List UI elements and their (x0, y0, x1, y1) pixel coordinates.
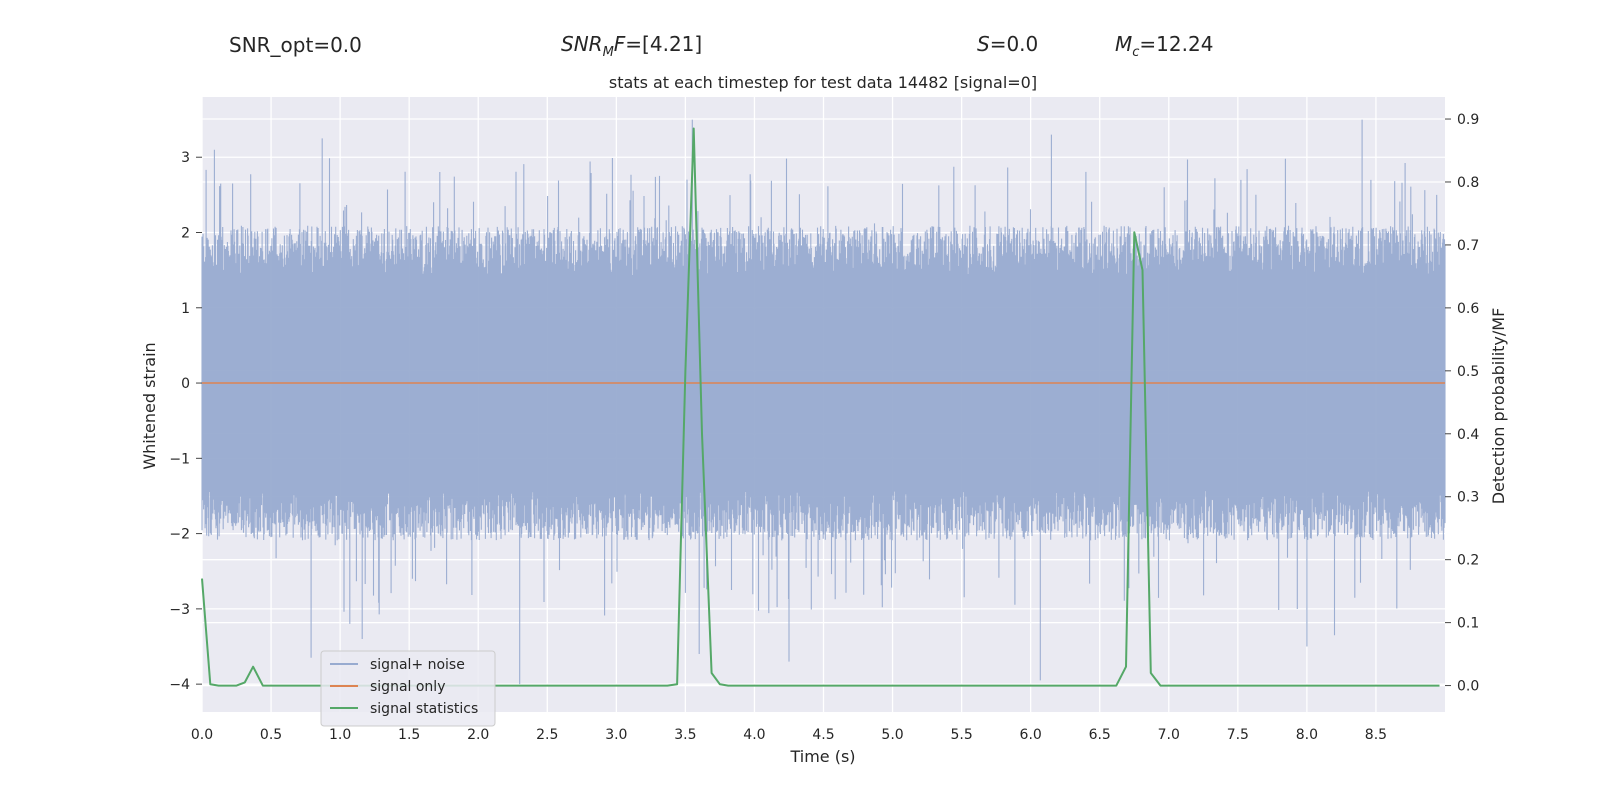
annotation-s: S=0.0 (977, 32, 1038, 56)
y-tick-label-left: 3 (181, 150, 190, 166)
x-tick-label: 1.5 (398, 727, 420, 743)
legend-label-stats: signal statistics (370, 701, 478, 717)
x-tick-label: 4.0 (743, 727, 765, 743)
y-tick-label-left: 1 (181, 301, 190, 317)
x-tick-label: 8.0 (1296, 727, 1318, 743)
y-tick-label-right: 0.2 (1457, 553, 1479, 569)
legend-label-noise: signal+ noise (370, 657, 465, 673)
y-tick-label-left: −1 (169, 451, 190, 467)
chart-title: stats at each timestep for test data 144… (609, 73, 1037, 92)
x-tick-label: 3.5 (674, 727, 696, 743)
x-tick-label: 7.5 (1227, 727, 1249, 743)
x-tick-label: 8.5 (1365, 727, 1387, 743)
snr-mf-sub: M (603, 45, 614, 60)
x-tick-label: 2.5 (536, 727, 558, 743)
y-tick-label-left: −2 (169, 527, 190, 543)
y-tick-label-left: 0 (181, 376, 190, 392)
y-tick-label-right: 0.4 (1457, 427, 1479, 443)
legend: signal+ noise signal only signal statist… (320, 650, 496, 727)
y-tick-label-right: 0.5 (1457, 364, 1479, 380)
s-rest: =0.0 (990, 32, 1039, 56)
x-tick-label: 2.0 (467, 727, 489, 743)
x-axis-label: Time (s) (789, 747, 855, 766)
y-tick-label-right: 0.8 (1457, 175, 1479, 191)
x-tick-label: 0.5 (260, 727, 282, 743)
mc-base: M (1115, 32, 1132, 56)
y-tick-label-right: 0.3 (1457, 490, 1479, 506)
s-var: S (977, 32, 990, 56)
x-tick-label: 5.0 (881, 727, 903, 743)
x-tick-label: 3.0 (605, 727, 627, 743)
x-tick-label: 1.0 (329, 727, 351, 743)
y-tick-label-right: 0.7 (1457, 238, 1479, 254)
x-tick-label: 4.5 (812, 727, 834, 743)
y-tick-label-left: −3 (169, 602, 190, 618)
x-tick-label: 5.5 (950, 727, 972, 743)
y-axis-label-right: Detection probability/MF (1489, 308, 1508, 505)
y-tick-label-right: 0.6 (1457, 301, 1479, 317)
x-tick-label: 0.0 (191, 727, 213, 743)
y-axis-label-left: Whitened strain (140, 342, 159, 469)
snr-mf-rest: =[4.21] (625, 32, 702, 56)
mc-rest: =12.24 (1139, 32, 1213, 56)
y-tick-label-right: 0.1 (1457, 616, 1479, 632)
legend-box (320, 650, 496, 727)
y-tick-label-left: 2 (181, 225, 190, 241)
y-tick-label-left: −4 (169, 677, 190, 693)
x-tick-label: 6.0 (1020, 727, 1042, 743)
x-tick-label: 6.5 (1089, 727, 1111, 743)
annotation-snr-mf: SNRMF=[4.21] (561, 32, 702, 60)
y-tick-label-right: 0.0 (1457, 679, 1479, 695)
mc-sub: c (1132, 45, 1139, 60)
snr-mf-rest-f: F (614, 32, 626, 56)
annotation-mc: Mc=12.24 (1115, 32, 1213, 60)
y-tick-label-right: 0.9 (1457, 112, 1479, 128)
snr-mf-base: SNR (561, 32, 603, 56)
series-signal-statistics (201, 127, 1440, 687)
x-tick-label: 7.0 (1158, 727, 1180, 743)
legend-label-signal: signal only (370, 679, 445, 695)
annotation-snr-opt: SNR_opt=0.0 (229, 33, 362, 57)
